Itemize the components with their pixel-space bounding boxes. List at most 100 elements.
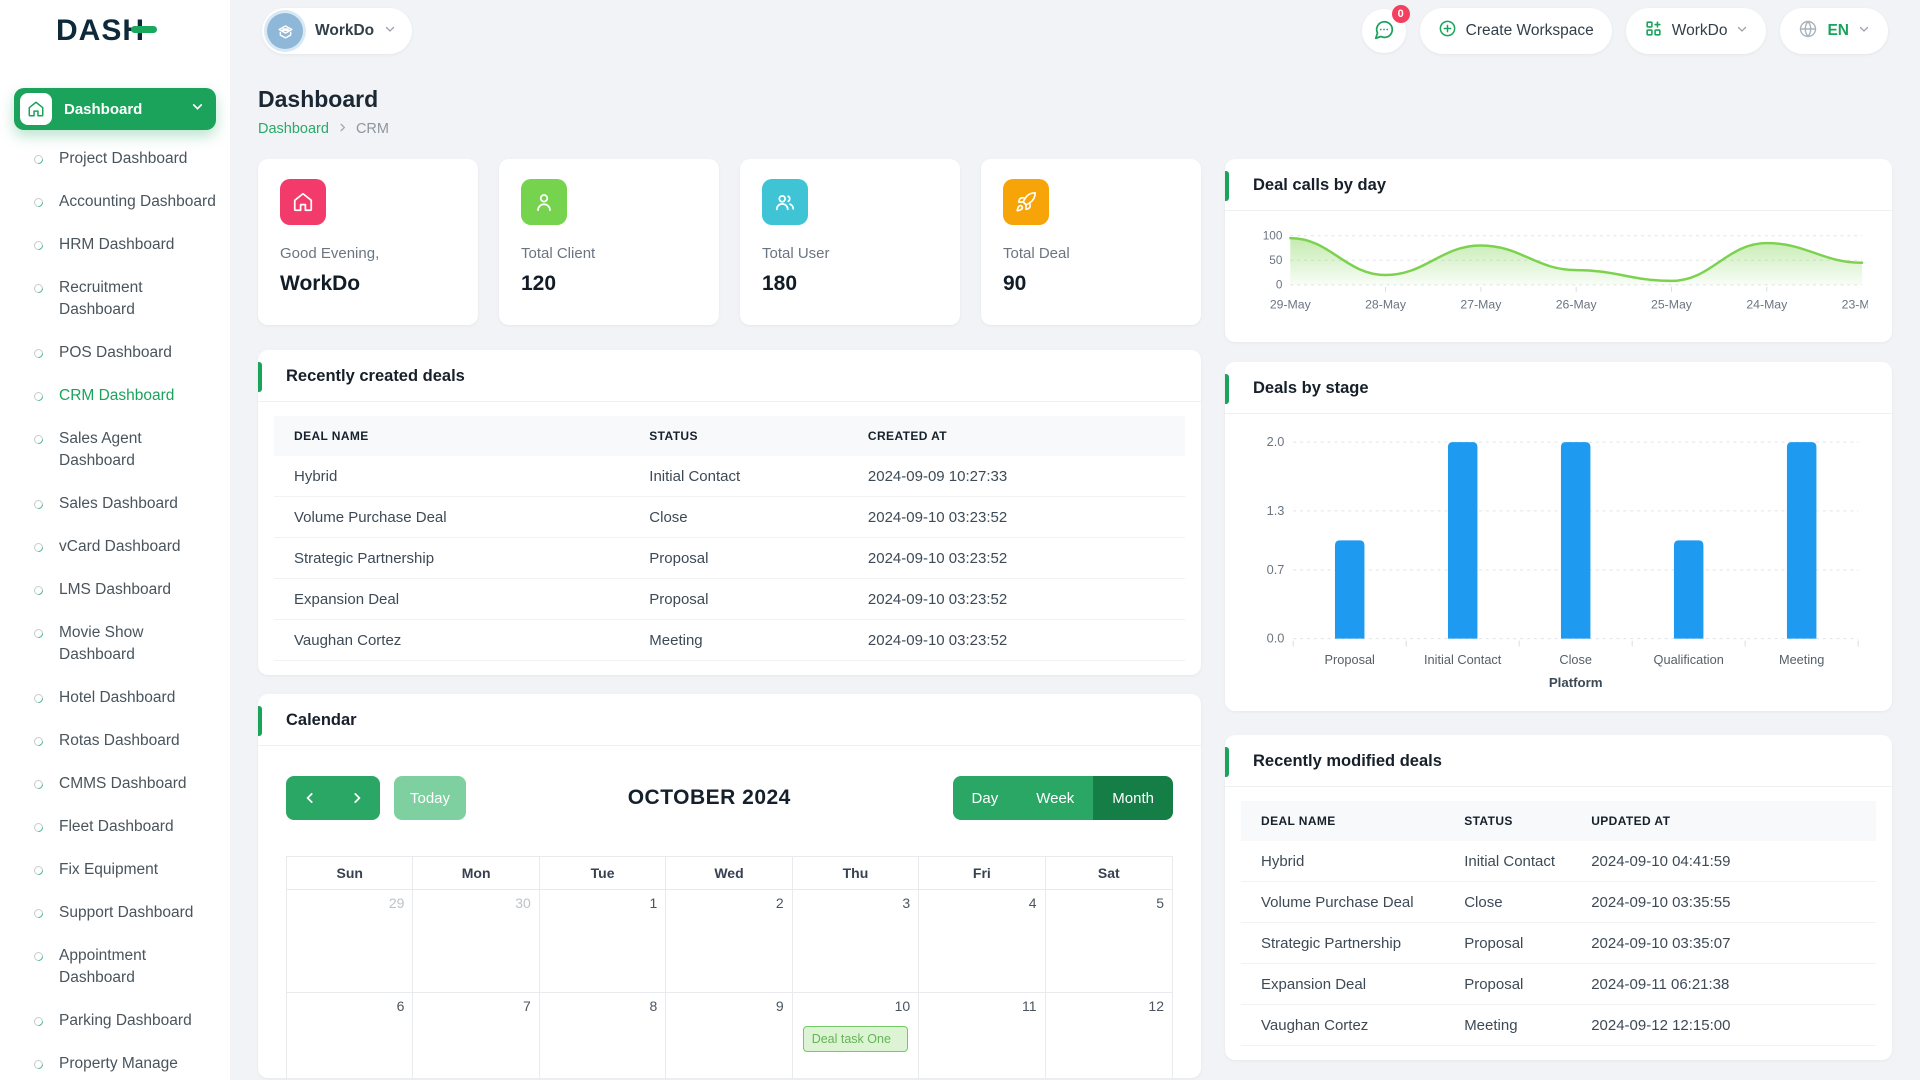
- calendar-day-cell[interactable]: 6: [287, 993, 414, 1078]
- time-cell: 2024-09-10 03:35:07: [1591, 934, 1731, 952]
- sidebar-item-sales-agent-dashboard[interactable]: Sales Agent Dashboard: [0, 428, 230, 472]
- deal-name-cell: Hybrid: [294, 467, 338, 485]
- svg-text:2.0: 2.0: [1267, 434, 1285, 449]
- brand-logo[interactable]: DASH: [0, 0, 230, 62]
- calendar-prev-button[interactable]: [286, 776, 333, 820]
- plus-circle-icon: [1438, 19, 1457, 43]
- sidebar-item-support-dashboard[interactable]: Support Dashboard: [0, 902, 230, 924]
- table-row[interactable]: Vaughan Cortez Meeting 2024-09-12 12:15:00: [1241, 1005, 1876, 1046]
- time-cell: 2024-09-12 12:15:00: [1591, 1016, 1731, 1034]
- deal-calls-title: Deal calls by day: [1253, 176, 1386, 194]
- messages-badge: 0: [1391, 5, 1410, 23]
- calendar-dow-mon: Mon: [413, 857, 540, 890]
- sidebar-item-hotel-dashboard[interactable]: Hotel Dashboard: [0, 687, 230, 709]
- table-row[interactable]: Volume Purchase Deal Close 2024-09-10 03:2…: [274, 497, 1185, 538]
- calendar-day-cell[interactable]: 12: [1046, 993, 1172, 1078]
- sidebar-item-lms-dashboard[interactable]: LMS Dashboard: [0, 579, 230, 601]
- svg-text:27-May: 27-May: [1460, 297, 1502, 311]
- calendar-view-month[interactable]: Month: [1093, 776, 1173, 820]
- table-row[interactable]: Expansion Deal Proposal 2024-09-10 03:23:5…: [274, 579, 1185, 620]
- stat-label: Total User: [762, 245, 830, 262]
- calendar-event[interactable]: Deal task One: [802, 1026, 909, 1052]
- chevron-down-icon: [1736, 22, 1748, 40]
- calendar-day-cell[interactable]: 4: [919, 890, 1046, 993]
- calendar-day-cell[interactable]: 7: [413, 993, 540, 1078]
- calendar-week-row: 6 7 8 9 10 Deal task One 11 12: [287, 993, 1172, 1078]
- stat-label: Good Evening,: [280, 245, 380, 262]
- home-icon: [280, 179, 326, 225]
- calendar-view-day[interactable]: Day: [952, 776, 1018, 820]
- chevron-down-icon: [384, 22, 396, 40]
- sidebar-menu: Project Dashboard Accounting Dashboard HRM…: [0, 130, 230, 1080]
- status-cell: Proposal: [1464, 934, 1524, 952]
- svg-text:0.7: 0.7: [1267, 562, 1285, 577]
- table-header-cell: Deal Name: [294, 429, 369, 443]
- status-cell: Close: [649, 508, 688, 526]
- sidebar-item-project-dashboard[interactable]: Project Dashboard: [0, 148, 230, 170]
- table-row[interactable]: Hybrid Initial Contact 2024-09-09 10:27:33: [274, 456, 1185, 497]
- recent-modified-title: Recently modified deals: [1253, 752, 1442, 770]
- stat-card-total-user: Total User 180: [740, 159, 960, 325]
- sidebar-item-rotas-dashboard[interactable]: Rotas Dashboard: [0, 730, 230, 752]
- sidebar-item-property-manage[interactable]: Property Manage: [0, 1053, 230, 1075]
- calendar-day-cell[interactable]: 10 Deal task One: [793, 993, 920, 1078]
- bar-chart: 2.0 1.3 0.7 0.0 Proposal Initial Contact Close…: [1267, 434, 1859, 690]
- calendar-day-cell[interactable]: 11: [919, 993, 1046, 1078]
- calendar-day-cell[interactable]: 8: [540, 993, 667, 1078]
- sidebar-item-fleet-dashboard[interactable]: Fleet Dashboard: [0, 816, 230, 838]
- svg-text:26-May: 26-May: [1556, 297, 1598, 311]
- calendar-day-cell[interactable]: 3: [792, 890, 920, 993]
- messages-button[interactable]: 0: [1361, 5, 1410, 53]
- sidebar-item-crm-dashboard[interactable]: CRM Dashboard: [0, 385, 230, 407]
- calendar-day-cell[interactable]: 29: [287, 890, 414, 993]
- table-row[interactable]: Strategic Partnership Proposal 2024-09-10 …: [274, 538, 1185, 579]
- calendar-today-button[interactable]: Today: [394, 776, 467, 820]
- calendar-day-number: 9: [775, 998, 784, 1014]
- svg-text:0: 0: [1276, 279, 1283, 292]
- calendar-day-number: 12: [1148, 998, 1164, 1014]
- table-row[interactable]: Expansion Deal Proposal 2024-09-11 06:21:3…: [1241, 964, 1876, 1005]
- table-header-cell: Updated At: [1591, 814, 1671, 828]
- sidebar-item-pos-dashboard[interactable]: POS Dashboard: [0, 342, 230, 364]
- sidebar-item-vcard-dashboard[interactable]: vCard Dashboard: [0, 536, 230, 558]
- calendar-next-button[interactable]: [333, 776, 380, 820]
- table-row[interactable]: Hybrid Initial Contact 2024-09-10 04:41:59: [1241, 841, 1876, 882]
- calendar-day-cell[interactable]: 9: [666, 993, 793, 1078]
- calendar-day-cell[interactable]: 5: [1045, 890, 1172, 993]
- svg-text:0.0: 0.0: [1267, 631, 1285, 646]
- create-workspace-button[interactable]: Create Workspace: [1419, 8, 1612, 54]
- calendar-dow-thu: Thu: [792, 857, 920, 890]
- table-row[interactable]: Strategic Partnership Proposal 2024-09-10 …: [1241, 923, 1876, 964]
- status-cell: Proposal: [649, 549, 709, 567]
- sidebar-group-dashboard[interactable]: Dashboard: [14, 88, 216, 130]
- stat-value: 180: [762, 272, 798, 295]
- table-row[interactable]: Volume Purchase Deal Close 2024-09-10 03:3…: [1241, 882, 1876, 923]
- calendar-view-week[interactable]: Week: [1017, 776, 1094, 820]
- sidebar-item-hrm-dashboard[interactable]: HRM Dashboard: [0, 234, 230, 256]
- language-label: EN: [1827, 22, 1849, 39]
- status-cell: Initial Contact: [1464, 852, 1556, 870]
- deal-name-cell: Strategic Partnership: [1261, 934, 1402, 952]
- calendar-day-cell[interactable]: 1: [539, 890, 667, 993]
- sidebar-item-appointment-dashboard[interactable]: Appointment Dashboard: [0, 945, 230, 989]
- sidebar-item-parking-dashboard[interactable]: Parking Dashboard: [0, 1010, 230, 1032]
- sidebar-item-accounting-dashboard[interactable]: Accounting Dashboard: [0, 191, 230, 213]
- svg-text:Qualification: Qualification: [1654, 652, 1724, 667]
- calendar-day-cell[interactable]: 30: [413, 890, 540, 993]
- calendar-day-number: 11: [1022, 998, 1037, 1014]
- language-button[interactable]: EN: [1780, 8, 1888, 54]
- sidebar-item-movie-show-dashboard[interactable]: Movie Show Dashboard: [0, 622, 230, 666]
- time-cell: 2024-09-10 03:23:52: [867, 549, 1008, 567]
- sidebar-item-cmms-dashboard[interactable]: CMMS Dashboard: [0, 773, 230, 795]
- globe-icon: [1798, 19, 1818, 44]
- create-workspace-label: Create Workspace: [1465, 22, 1594, 39]
- calendar-grid: Sun Mon Tue Wed Thu Fri Sat 29 30 1 2 3 4 5 6 7 8 9 10 Deal…: [286, 856, 1173, 1078]
- table-row[interactable]: Vaughan Cortez Meeting 2024-09-10 03:23:52: [274, 620, 1185, 661]
- sidebar-item-sales-dashboard[interactable]: Sales Dashboard: [0, 493, 230, 515]
- calendar-day-cell[interactable]: 2: [666, 890, 793, 993]
- sidebar-item-recruitment-dashboard[interactable]: Recruitment Dashboard: [0, 277, 230, 321]
- sidebar-item-fix-equipment[interactable]: Fix Equipment: [0, 859, 230, 881]
- workspace-menu-button[interactable]: WorkDo: [1625, 8, 1767, 54]
- breadcrumb-dashboard-link[interactable]: Dashboard: [258, 121, 329, 137]
- workspace-chip[interactable]: WorkDo: [262, 8, 413, 54]
